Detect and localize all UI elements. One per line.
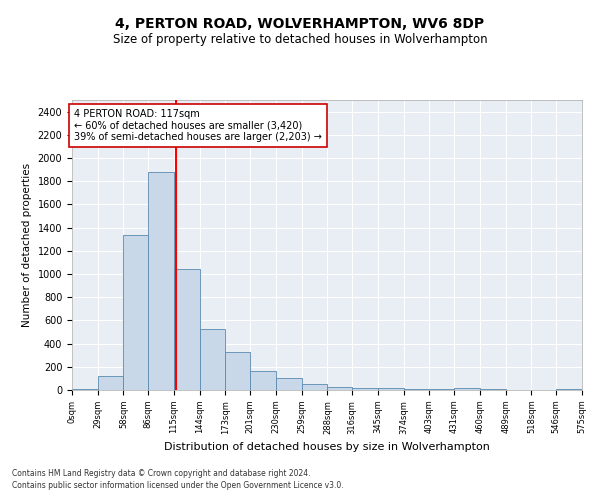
Bar bbox=[250, 372, 276, 390]
Bar bbox=[148, 172, 174, 390]
Bar bbox=[328, 386, 352, 390]
Bar bbox=[72, 389, 98, 390]
Text: 4, PERTON ROAD, WOLVERHAMPTON, WV6 8DP: 4, PERTON ROAD, WOLVERHAMPTON, WV6 8DP bbox=[115, 18, 485, 32]
Text: 4 PERTON ROAD: 117sqm
← 60% of detached houses are smaller (3,420)
39% of semi-d: 4 PERTON ROAD: 117sqm ← 60% of detached … bbox=[74, 110, 322, 142]
Bar bbox=[454, 388, 480, 390]
Bar bbox=[124, 234, 148, 390]
Bar bbox=[276, 378, 302, 390]
Bar bbox=[98, 376, 124, 390]
Bar bbox=[174, 270, 200, 390]
Bar bbox=[226, 352, 250, 390]
X-axis label: Distribution of detached houses by size in Wolverhampton: Distribution of detached houses by size … bbox=[164, 442, 490, 452]
Y-axis label: Number of detached properties: Number of detached properties bbox=[22, 163, 32, 327]
Bar bbox=[404, 389, 430, 390]
Bar bbox=[200, 328, 226, 390]
Bar bbox=[352, 388, 378, 390]
Text: Contains public sector information licensed under the Open Government Licence v3: Contains public sector information licen… bbox=[12, 481, 344, 490]
Bar bbox=[302, 384, 328, 390]
Text: Size of property relative to detached houses in Wolverhampton: Size of property relative to detached ho… bbox=[113, 32, 487, 46]
Text: Contains HM Land Registry data © Crown copyright and database right 2024.: Contains HM Land Registry data © Crown c… bbox=[12, 468, 311, 477]
Bar bbox=[378, 388, 404, 390]
